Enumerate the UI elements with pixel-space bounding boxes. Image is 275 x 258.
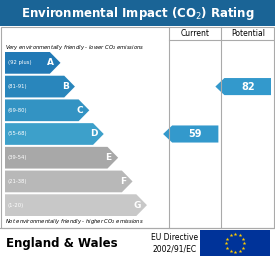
Text: G: G: [134, 201, 141, 210]
Text: (92 plus): (92 plus): [8, 60, 32, 65]
Text: Potential: Potential: [231, 28, 265, 37]
Text: (1-20): (1-20): [8, 203, 24, 208]
Text: (55-68): (55-68): [8, 132, 28, 136]
Text: (69-80): (69-80): [8, 108, 28, 113]
Text: England & Wales: England & Wales: [6, 237, 118, 249]
Polygon shape: [5, 194, 147, 216]
Text: Not environmentally friendly - higher CO$_2$ emissions: Not environmentally friendly - higher CO…: [5, 216, 144, 225]
Polygon shape: [5, 99, 89, 121]
Text: C: C: [76, 106, 83, 115]
Text: (39-54): (39-54): [8, 155, 28, 160]
Text: 82: 82: [241, 82, 254, 92]
Polygon shape: [163, 125, 218, 142]
Polygon shape: [5, 123, 104, 145]
Bar: [200, 230, 270, 256]
Bar: [1, 27, 274, 228]
Polygon shape: [5, 52, 60, 74]
Text: D: D: [90, 130, 98, 139]
Text: B: B: [62, 82, 69, 91]
Text: Environmental Impact (CO$_2$) Rating: Environmental Impact (CO$_2$) Rating: [21, 4, 254, 21]
Polygon shape: [5, 76, 75, 98]
Polygon shape: [215, 78, 271, 95]
Text: A: A: [47, 58, 54, 67]
Text: Current: Current: [181, 28, 210, 37]
Text: EU Directive
2002/91/EC: EU Directive 2002/91/EC: [152, 233, 199, 253]
Polygon shape: [5, 147, 118, 168]
Polygon shape: [5, 171, 133, 192]
Bar: [0, 0, 275, 26]
Text: E: E: [105, 153, 112, 162]
Text: (21-38): (21-38): [8, 179, 28, 184]
Text: 59: 59: [188, 129, 202, 139]
Text: Very environmentally friendly - lower CO$_2$ emissions: Very environmentally friendly - lower CO…: [5, 43, 144, 52]
Text: (81-91): (81-91): [8, 84, 28, 89]
Text: F: F: [120, 177, 126, 186]
